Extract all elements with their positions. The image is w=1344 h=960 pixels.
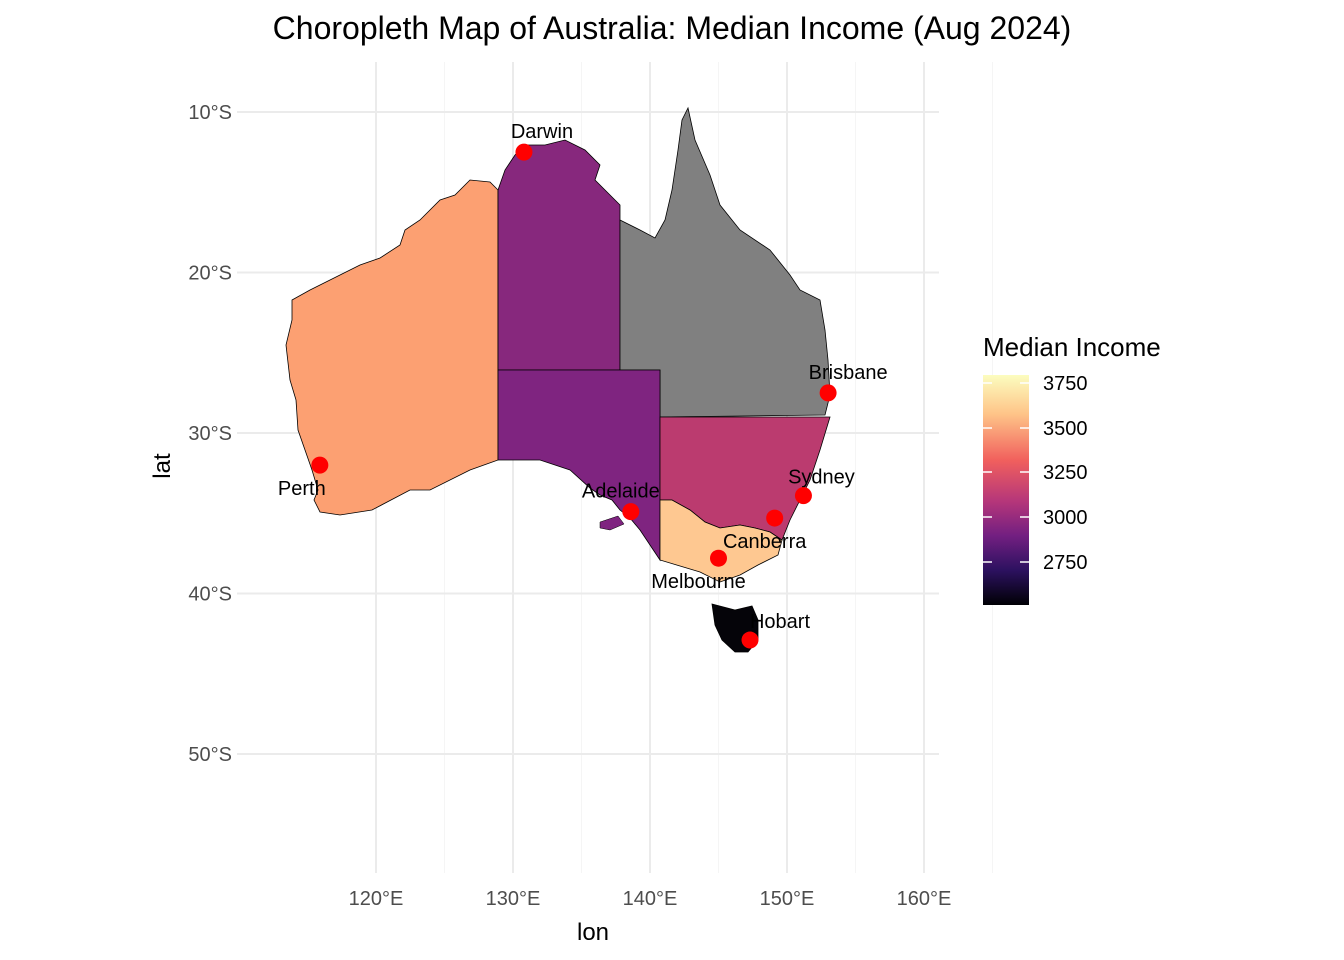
region-western-australia xyxy=(285,179,499,516)
region-south-australia xyxy=(497,369,661,562)
city-label-hobart: Hobart xyxy=(750,611,810,633)
region-victoria xyxy=(659,499,783,583)
legend-title: Median Income xyxy=(983,332,1161,362)
map-regions xyxy=(285,106,831,653)
legend-tick-label: 3250 xyxy=(1043,462,1088,484)
city-marker-canberra xyxy=(766,509,784,527)
city-marker-hobart xyxy=(741,631,759,649)
x-tick-label: 140°E xyxy=(623,888,678,910)
city-marker-perth xyxy=(311,456,329,474)
region-queensland xyxy=(619,106,831,418)
city-label-melbourne: Melbourne xyxy=(651,571,746,593)
city-markers: Darwin Brisbane Perth Sydney Adelaide Canberr… xyxy=(278,121,888,649)
x-axis-title: lon xyxy=(577,919,609,946)
city-label-adelaide: Adelaide xyxy=(582,481,660,503)
x-tick-label: 150°E xyxy=(760,888,815,910)
city-label-darwin: Darwin xyxy=(511,121,573,143)
y-tick-label: 10°S xyxy=(188,102,232,124)
legend-ticks: 3750 3500 3250 3000 2750 xyxy=(983,373,1088,574)
legend-colorbar xyxy=(983,375,1029,605)
city-marker-melbourne xyxy=(710,549,727,567)
x-tick-label: 160°E xyxy=(897,888,952,910)
city-marker-sydney xyxy=(794,487,812,505)
x-tick-label: 130°E xyxy=(486,888,541,910)
legend: Median Income 3750 3500 3250 3000 2750 xyxy=(983,332,1161,605)
x-tick-label: 120°E xyxy=(349,888,404,910)
legend-tick-label: 3000 xyxy=(1043,507,1088,529)
city-label-sydney: Sydney xyxy=(788,467,855,489)
y-tick-label: 30°S xyxy=(188,423,232,445)
city-label-perth: Perth xyxy=(278,478,326,500)
region-south-australia-island xyxy=(599,515,625,531)
axis-labels: 120°E 130°E 140°E 150°E 160°E 10°S 20°S 30°S 40°… xyxy=(188,102,951,910)
y-tick-label: 50°S xyxy=(188,744,232,766)
city-label-canberra: Canberra xyxy=(723,531,807,553)
y-tick-label: 20°S xyxy=(188,263,232,285)
legend-tick-label: 3750 xyxy=(1043,373,1088,395)
y-axis-title: lat xyxy=(149,453,176,479)
legend-tick-label: 2750 xyxy=(1043,552,1088,574)
city-marker-darwin xyxy=(515,143,533,161)
chart-title: Choropleth Map of Australia: Median Inco… xyxy=(272,10,1072,46)
region-northern-territory xyxy=(497,139,621,371)
city-label-brisbane: Brisbane xyxy=(809,362,888,384)
legend-tick-label: 3500 xyxy=(1043,418,1088,440)
city-marker-adelaide xyxy=(622,503,640,521)
city-marker-brisbane xyxy=(819,384,837,402)
y-tick-label: 40°S xyxy=(188,584,232,606)
